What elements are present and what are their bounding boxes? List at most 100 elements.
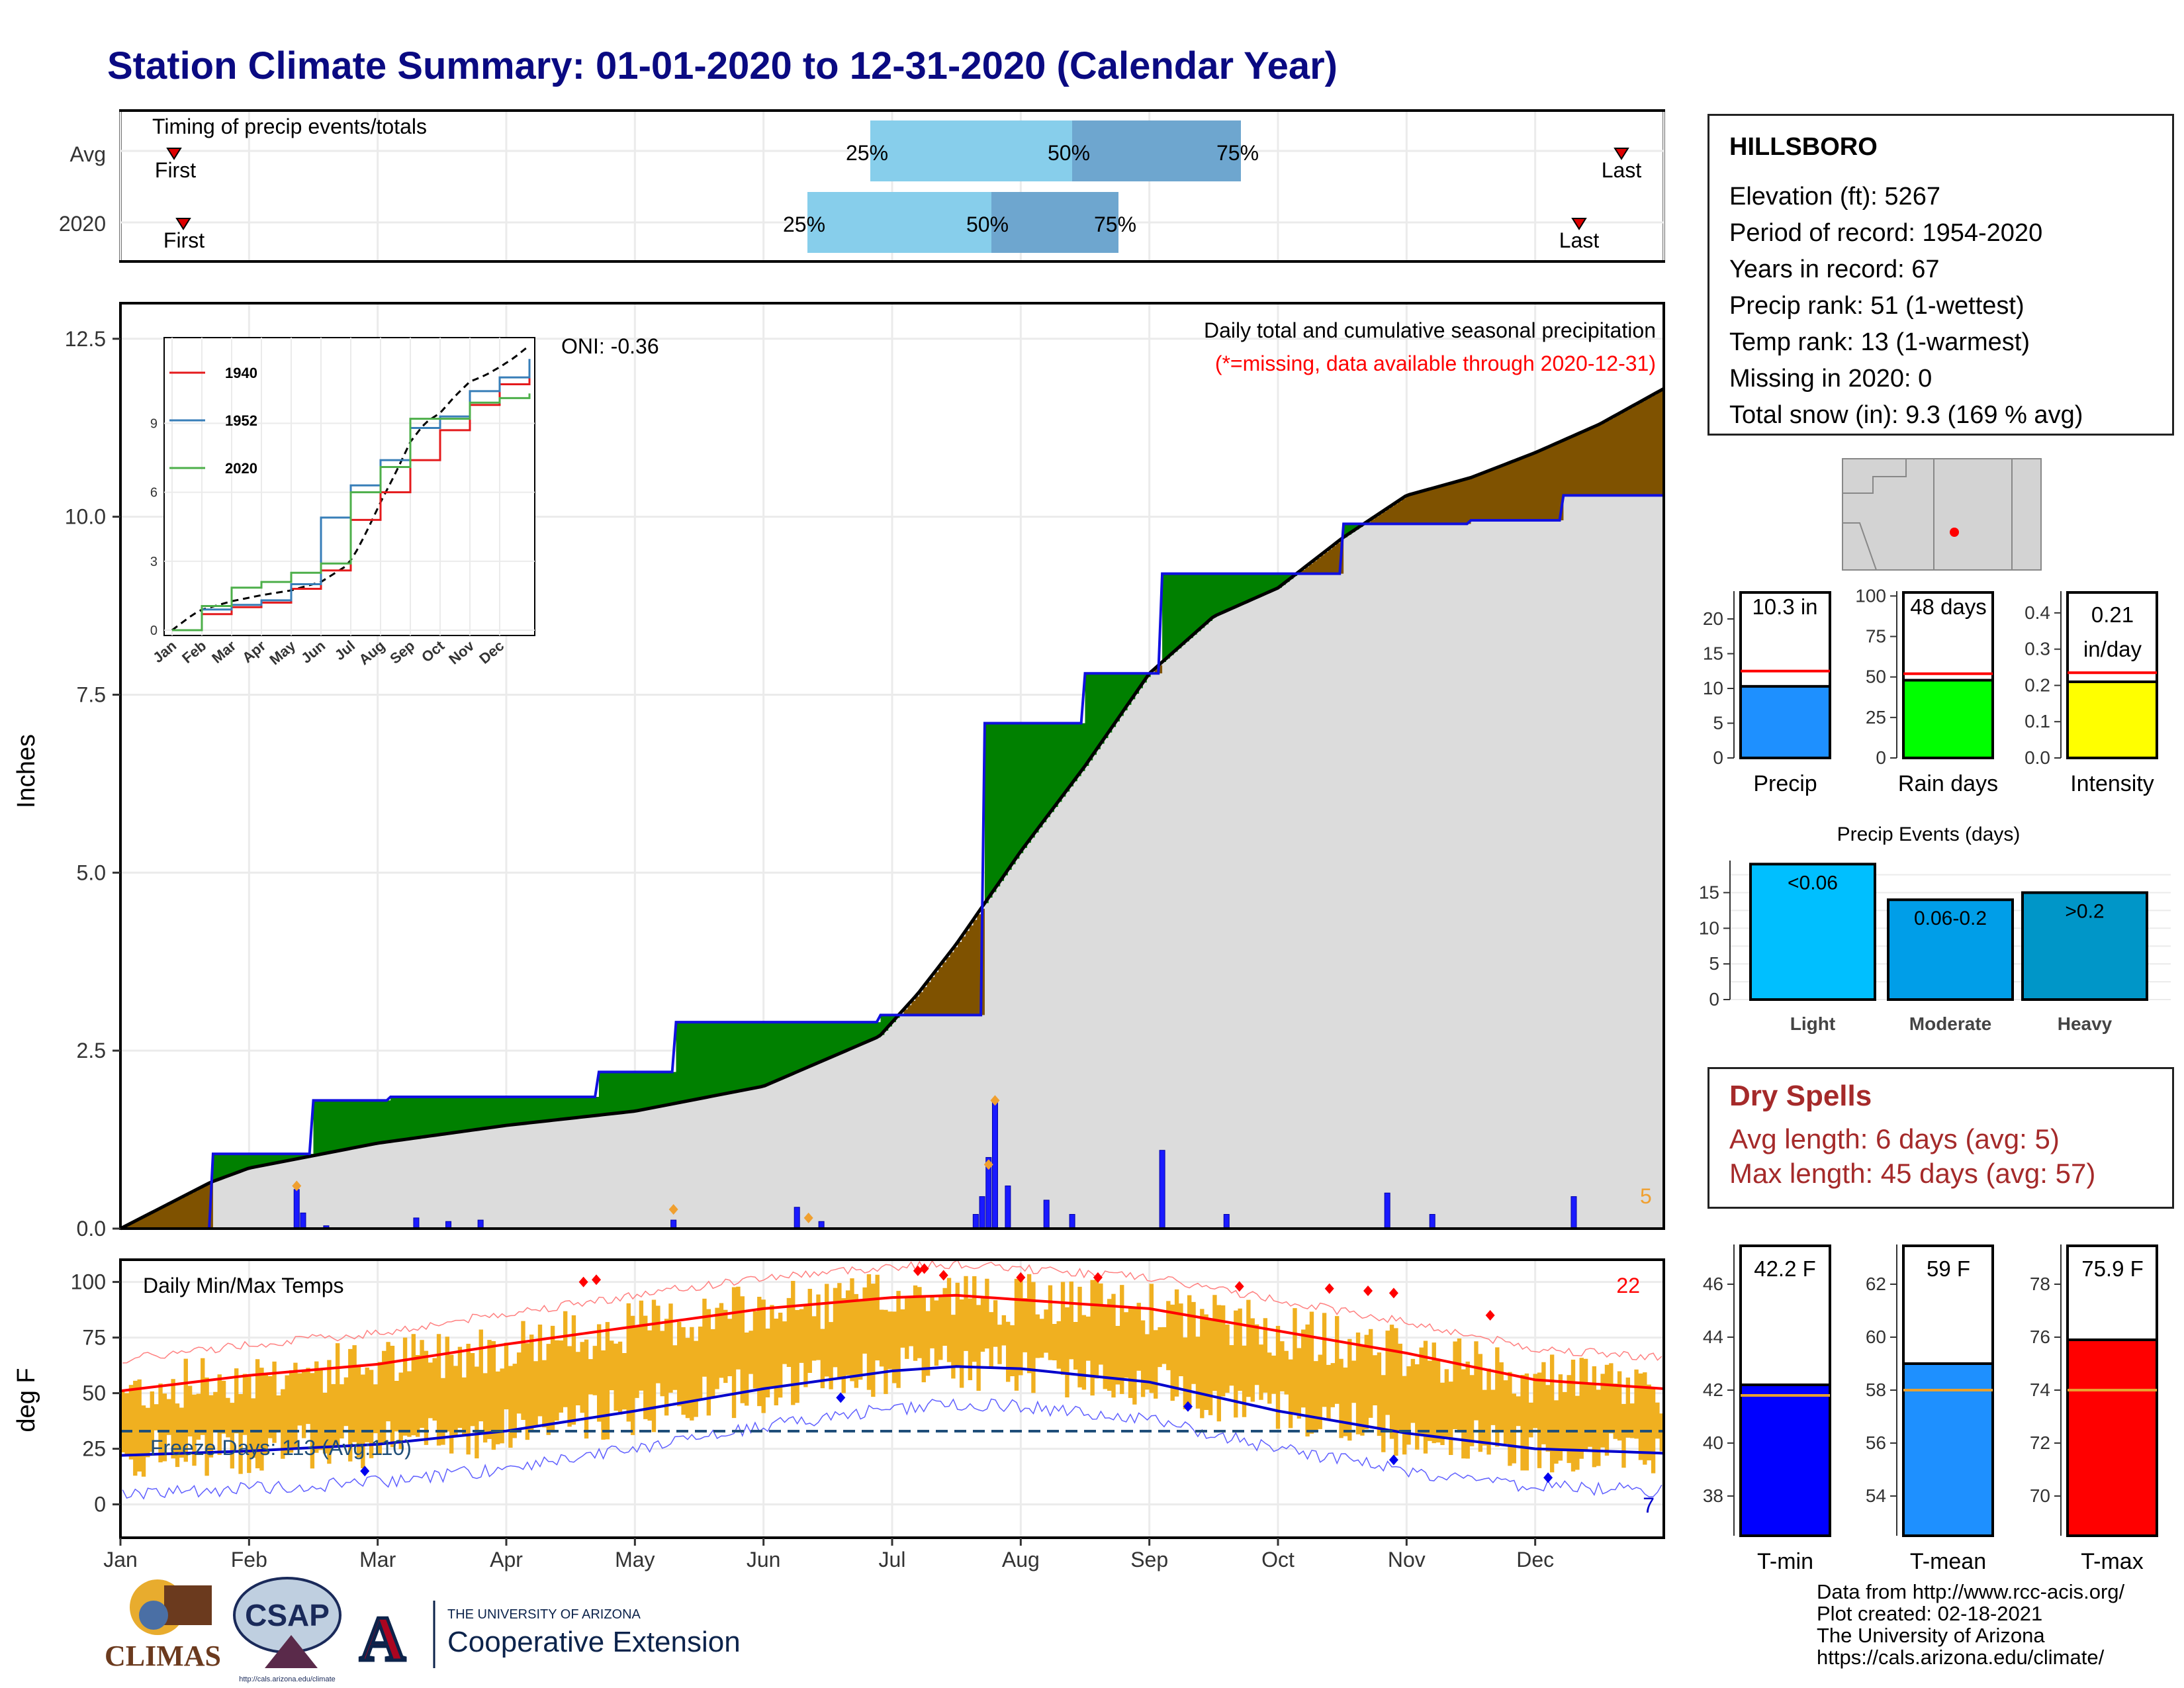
inset-legend-label: 2020 <box>225 460 257 477</box>
svg-text:A: A <box>359 1603 405 1674</box>
daily-precip-bar <box>300 1212 306 1229</box>
logos: CLIMAS CSAP http://cals.arizona.edu/clim… <box>105 1577 741 1683</box>
credit-date: Plot created: 02-18-2021 <box>1817 1602 2043 1625</box>
precip-stat-value-bar <box>1739 684 1831 759</box>
inset-series-line <box>172 393 531 632</box>
month-tick-label: Jan <box>103 1548 138 1571</box>
timing-title: Timing of precip events/totals <box>152 115 427 138</box>
intensity-stat-value-bar <box>2066 680 2158 760</box>
precip-stat-label: Precip <box>1753 771 1817 796</box>
record-low-marker <box>836 1392 846 1403</box>
precip-y-tick-label: 10.0 <box>65 505 106 529</box>
daily-precip-bar <box>293 1189 300 1229</box>
temp-y-tick-label: 100 <box>71 1270 106 1294</box>
intensity-stat-tick-label: 0.3 <box>2025 639 2050 659</box>
inset-y-tick-label: 9 <box>150 417 158 432</box>
daily-temp-range-bars <box>120 1274 1664 1477</box>
events-title: Precip Events (days) <box>1837 823 2021 845</box>
record-low-line <box>122 1398 1662 1500</box>
daily-precip-bar <box>1069 1213 1075 1229</box>
locator-map <box>1842 458 2042 571</box>
credit-url: https://cals.arizona.edu/climate/ <box>1817 1646 2105 1669</box>
intensity-stat-tick-label: 0.2 <box>2025 675 2050 695</box>
map-boundary-4 <box>1843 522 1877 571</box>
temp-y-tick-label: 0 <box>94 1493 106 1517</box>
avg-first-marker <box>166 148 182 160</box>
tmax-stat-value: 75.9 F <box>2081 1256 2144 1281</box>
timing-2020-label: 2020 <box>59 212 106 236</box>
precip-frame <box>119 302 1665 1230</box>
rain-days-stat-value: 48 days <box>1910 594 1987 619</box>
station-elevation: Elevation (ft): 5267 <box>1729 183 1940 211</box>
station-dot <box>1950 528 1959 537</box>
daily-precip-bar <box>794 1207 800 1229</box>
stat-bar-charts: 0 5 10 15 20 Precip 0 25 50 75 100 Rain days 0.0 0.1 0… <box>1703 585 2158 796</box>
temp-y-tick-label: 50 <box>82 1382 106 1405</box>
temp-daily-bars <box>120 1274 1664 1477</box>
tmin-stat-tick-label: 40 <box>1703 1432 1723 1453</box>
avg-p25-label: 25% <box>846 141 888 165</box>
precip-y-tick-label: 5.0 <box>77 861 106 884</box>
intensity-stat-value-2: in/day <box>2083 637 2142 661</box>
inset-y-tick-label: 0 <box>150 624 158 638</box>
climas-logo: CLIMAS <box>105 1579 221 1672</box>
record-low-marker <box>360 1466 370 1477</box>
month-tick-label: Jul <box>879 1548 906 1571</box>
dry-avg-length: Avg length: 6 days (avg: 5) <box>1729 1123 2060 1154</box>
precip-events-chart: Precip Events (days) 0 5 10 15 <0.06 Light 0.0… <box>1699 823 2171 1034</box>
events-bar-label: >0.2 <box>2065 900 2104 922</box>
station-temp-rank: Temp rank: 13 (1-warmest) <box>1729 328 2030 356</box>
intensity-stat-label: Intensity <box>2070 771 2154 796</box>
credit-university: The University of Arizona <box>1817 1624 2045 1647</box>
daily-precip-bar <box>1570 1196 1577 1229</box>
tmax-stat-tick-label: 78 <box>2030 1274 2050 1294</box>
precip-y-axis: 0.0 2.5 5.0 7.5 10.0 12.5 <box>65 327 120 1241</box>
record-low-marker <box>1543 1472 1553 1483</box>
events-bar <box>1887 898 2014 1001</box>
y2020-last-label: Last <box>1559 228 1600 252</box>
avg-iqr-lower <box>870 120 1072 181</box>
ua-logo: A THE UNIVERSITY OF ARIZONA Cooperative … <box>358 1601 741 1676</box>
dry-max-length: Max length: 45 days (avg: 57) <box>1729 1158 2096 1189</box>
rain-days-stat-tick-label: 75 <box>1866 626 1886 647</box>
intensity-stat-tick-label: 0.1 <box>2025 711 2050 731</box>
climas-text: CLIMAS <box>105 1640 221 1672</box>
intensity-stat-tick-label: 0.4 <box>2025 602 2050 623</box>
tmax-stat-value-bar <box>2066 1338 2158 1537</box>
cold-count: 7 <box>1643 1493 1655 1517</box>
temp-panel: 0 25 50 75 100 deg F Daily Min/Max Temps Fre… <box>13 1258 1665 1571</box>
freeze-text: Freeze Days: 113 (Avg:110) <box>150 1436 412 1460</box>
record-high-marker <box>919 1263 929 1274</box>
daily-precip-bar <box>1223 1213 1230 1229</box>
inset-lines <box>171 344 531 632</box>
intensity-stat-value-1: 0.21 <box>2091 602 2134 627</box>
tmin-stat-tick-label: 42 <box>1703 1380 1723 1400</box>
y2020-p50-label: 50% <box>966 212 1009 236</box>
page-title: Station Climate Summary: 01-01-2020 to 1… <box>107 44 1338 87</box>
temp-title: Daily Min/Max Temps <box>143 1274 343 1297</box>
record-high-marker <box>938 1270 948 1281</box>
daily-precip-bar <box>972 1213 979 1229</box>
month-tick-label: Mar <box>359 1548 396 1571</box>
precip-y-tick-label: 2.5 <box>77 1039 106 1062</box>
inset-y-tick-label: 3 <box>150 555 158 569</box>
precip-stat-tick-label: 0 <box>1713 747 1723 768</box>
rain-days-stat-tick-label: 50 <box>1866 667 1886 687</box>
dry-spells-title: Dry Spells <box>1729 1080 1872 1112</box>
record-high-marker <box>1363 1286 1373 1297</box>
credit-source: Data from http://www.rcc-acis.org/ <box>1817 1580 2125 1603</box>
snow-marker <box>990 1095 1000 1106</box>
y2020-last-marker <box>1571 218 1587 230</box>
events-category-label: Heavy <box>2058 1013 2113 1034</box>
rain-days-stat-tick-label: 0 <box>1876 747 1886 768</box>
daily-precip-bar <box>1429 1213 1435 1229</box>
hot-count: 22 <box>1616 1274 1640 1297</box>
below-normal-area <box>124 391 1664 1229</box>
tmin-stat-tick-label: 44 <box>1703 1327 1723 1347</box>
above-normal-area <box>212 524 1367 1182</box>
daily-precip-bar <box>1005 1185 1011 1229</box>
avg-p50-label: 50% <box>1048 141 1090 165</box>
month-tick-label: Aug <box>1002 1548 1040 1571</box>
temp-lines <box>120 1259 1664 1500</box>
events-tick-label: 10 <box>1699 917 1719 938</box>
